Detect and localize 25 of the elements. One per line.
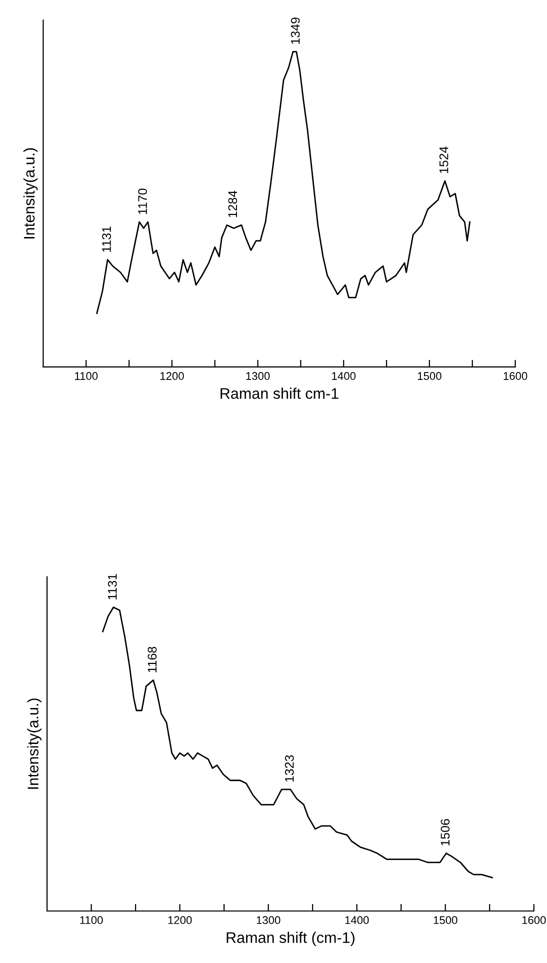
- x-tick-label: 1600: [522, 916, 546, 924]
- annotation: 1349: [290, 18, 300, 44]
- x-tick-label: 1100: [75, 372, 98, 380]
- y-axis-title: Intensity(a.u.): [27, 698, 42, 789]
- annotation: 1131: [102, 226, 111, 252]
- x-axis-title: Raman shift (cm-1): [226, 932, 354, 946]
- x-tick-label: 1200: [160, 372, 184, 380]
- annotation: 1284: [228, 190, 238, 218]
- x-tick-label: 1500: [434, 916, 458, 924]
- annotation: 1323: [284, 755, 294, 782]
- x-tick-label: 1400: [332, 372, 356, 380]
- annotation: 1524: [439, 146, 448, 174]
- y-axis-title: Intensity(a.u.): [23, 148, 38, 238]
- x-tick-label: 1400: [345, 916, 369, 924]
- x-tick-label: 1500: [418, 372, 442, 380]
- x-tick-label: 1600: [504, 372, 528, 380]
- annotation: 1506: [440, 819, 450, 846]
- x-axis-title: Raman shift cm-1: [220, 388, 338, 399]
- x-tick-label: 1100: [80, 916, 103, 924]
- annotation: 1168: [148, 646, 157, 672]
- x-tick-label: 1300: [246, 372, 270, 380]
- x-tick-label: 1300: [256, 916, 280, 924]
- annotation: 1131: [108, 574, 117, 600]
- annotation: 1170: [138, 188, 147, 214]
- x-tick-label: 1200: [168, 916, 192, 924]
